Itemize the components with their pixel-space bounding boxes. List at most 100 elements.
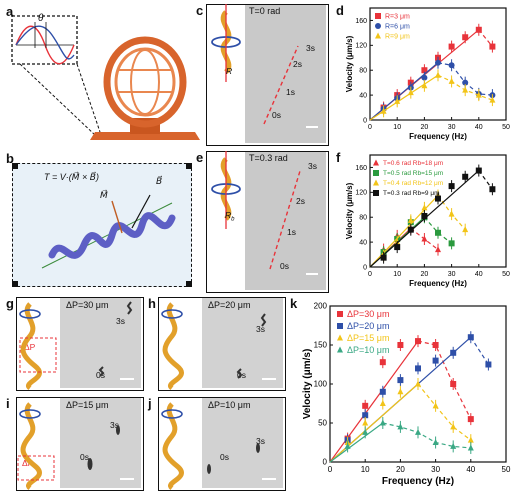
x-tick-label: 30 [448,124,456,131]
data-point [380,107,387,114]
legend-label: ΔP=30 μm [347,309,389,319]
legend-marker [337,311,343,317]
y-tick-label: 0 [363,264,367,271]
x-tick-label: 50 [502,465,511,474]
legend-marker [373,190,379,196]
legend-marker [337,323,343,329]
panel-j-label: j [148,396,152,411]
panel-e-overlay [211,151,318,275]
panel-h-title: ΔP=20 μm [208,300,251,310]
panel-e-title: T=0.3 rad [249,153,288,163]
data-point [489,186,496,193]
y-tick-label: 120 [355,190,367,197]
y-tick-label: 160 [355,165,367,172]
data-point [462,226,469,233]
panel-h-label: h [148,296,156,311]
data-point [450,381,457,387]
vector-M-label: M⃗ [100,190,108,200]
legend-label: T=0.5 rad Rb=15 μm [383,170,443,177]
data-point [448,77,455,84]
legend-label: R=9 μm [385,33,410,40]
panel-b-helix [12,163,192,287]
data-point [475,91,482,98]
theta-label: θ [38,13,44,24]
data-point [397,342,404,348]
series-decay-line [470,336,489,365]
data-point [415,365,421,372]
panel-i-label: i [6,396,10,411]
panel-b-label: b [6,151,14,166]
chart-k: 0 10 20 30 40 50 0 50 100 150 200 Frequency (Hz) Vel… [302,302,511,487]
panel-j-time-0s: 0s [220,452,229,462]
y-axis-label: Velocity (μm/s) [302,349,313,420]
x-tick-label: 30 [431,465,440,474]
chart-f: 0 10 20 30 40 50 0 40 80 120 160 Frequency (Hz) Velo… [345,154,510,288]
data-point [432,439,439,445]
data-point [462,86,469,93]
panel-a-label: a [6,4,14,19]
panel-i-title: ΔP=15 μm [66,400,109,410]
data-point [435,195,441,202]
data-point [421,67,428,74]
x-axis-label: Frequency (Hz) [382,476,454,487]
panel-c-radius-label: R [226,66,233,76]
data-point [415,338,421,345]
legend-label: T=0.6 rad Rb=18 μm [383,160,443,167]
y-axis-label: Velocity (μm/s) [345,35,354,92]
y-tick-label: 150 [314,341,328,350]
data-point [362,419,369,426]
y-tick-label: 120 [355,43,367,50]
y-tick-label: 40 [359,92,367,99]
data-point [362,412,369,419]
x-tick-label: 50 [502,271,510,278]
panel-g-label: g [6,296,14,311]
series-fit-line [329,422,384,463]
legend-label: R=3 μm [385,13,410,20]
x-tick-label: 40 [475,271,483,278]
data-point [435,229,441,236]
data-point [421,235,428,242]
data-point [379,400,386,406]
x-tick-label: 0 [368,124,372,131]
panel-e-micrograph [245,152,326,290]
series-fit-line [329,383,419,463]
data-point [397,388,404,395]
panel-h-time-3s: 3s [256,324,265,334]
panel-a-figure [11,15,200,140]
data-point [379,419,386,426]
data-point [397,423,404,430]
data-point [462,79,469,86]
panel-e-time-0s: 0s [280,261,289,271]
data-point [450,423,457,430]
y-tick-label: 80 [359,68,367,75]
panel-g-time-3s: 3s [116,316,125,326]
legend-marker [375,13,381,19]
x-tick-label: 10 [393,124,401,131]
data-point [475,26,482,33]
data-point [467,334,474,341]
y-tick-label: 0 [323,458,328,467]
x-tick-label: 0 [368,271,372,278]
x-tick-label: 20 [396,465,405,474]
data-point [379,388,386,395]
panel-e-label: e [196,150,204,165]
data-point [489,43,496,50]
series-decay-line [417,340,472,420]
data-point [435,59,441,66]
chart-d: 0 10 20 30 40 50 0 40 80 120 160 Frequency (Hz) Velo… [345,7,510,141]
y-tick-label: 0 [363,117,367,124]
legend-marker [373,179,379,186]
data-point [362,428,369,435]
panel-f-label: f [336,150,341,165]
series-decay-line [382,422,471,449]
data-point [344,442,351,449]
data-point [407,89,414,96]
data-point [448,183,455,190]
panel-d-label: d [336,3,344,18]
data-point [448,43,455,50]
data-point [394,97,401,104]
data-point [489,96,496,103]
x-tick-label: 10 [361,465,370,474]
panel-k-label: k [290,296,298,311]
data-point [467,436,474,443]
